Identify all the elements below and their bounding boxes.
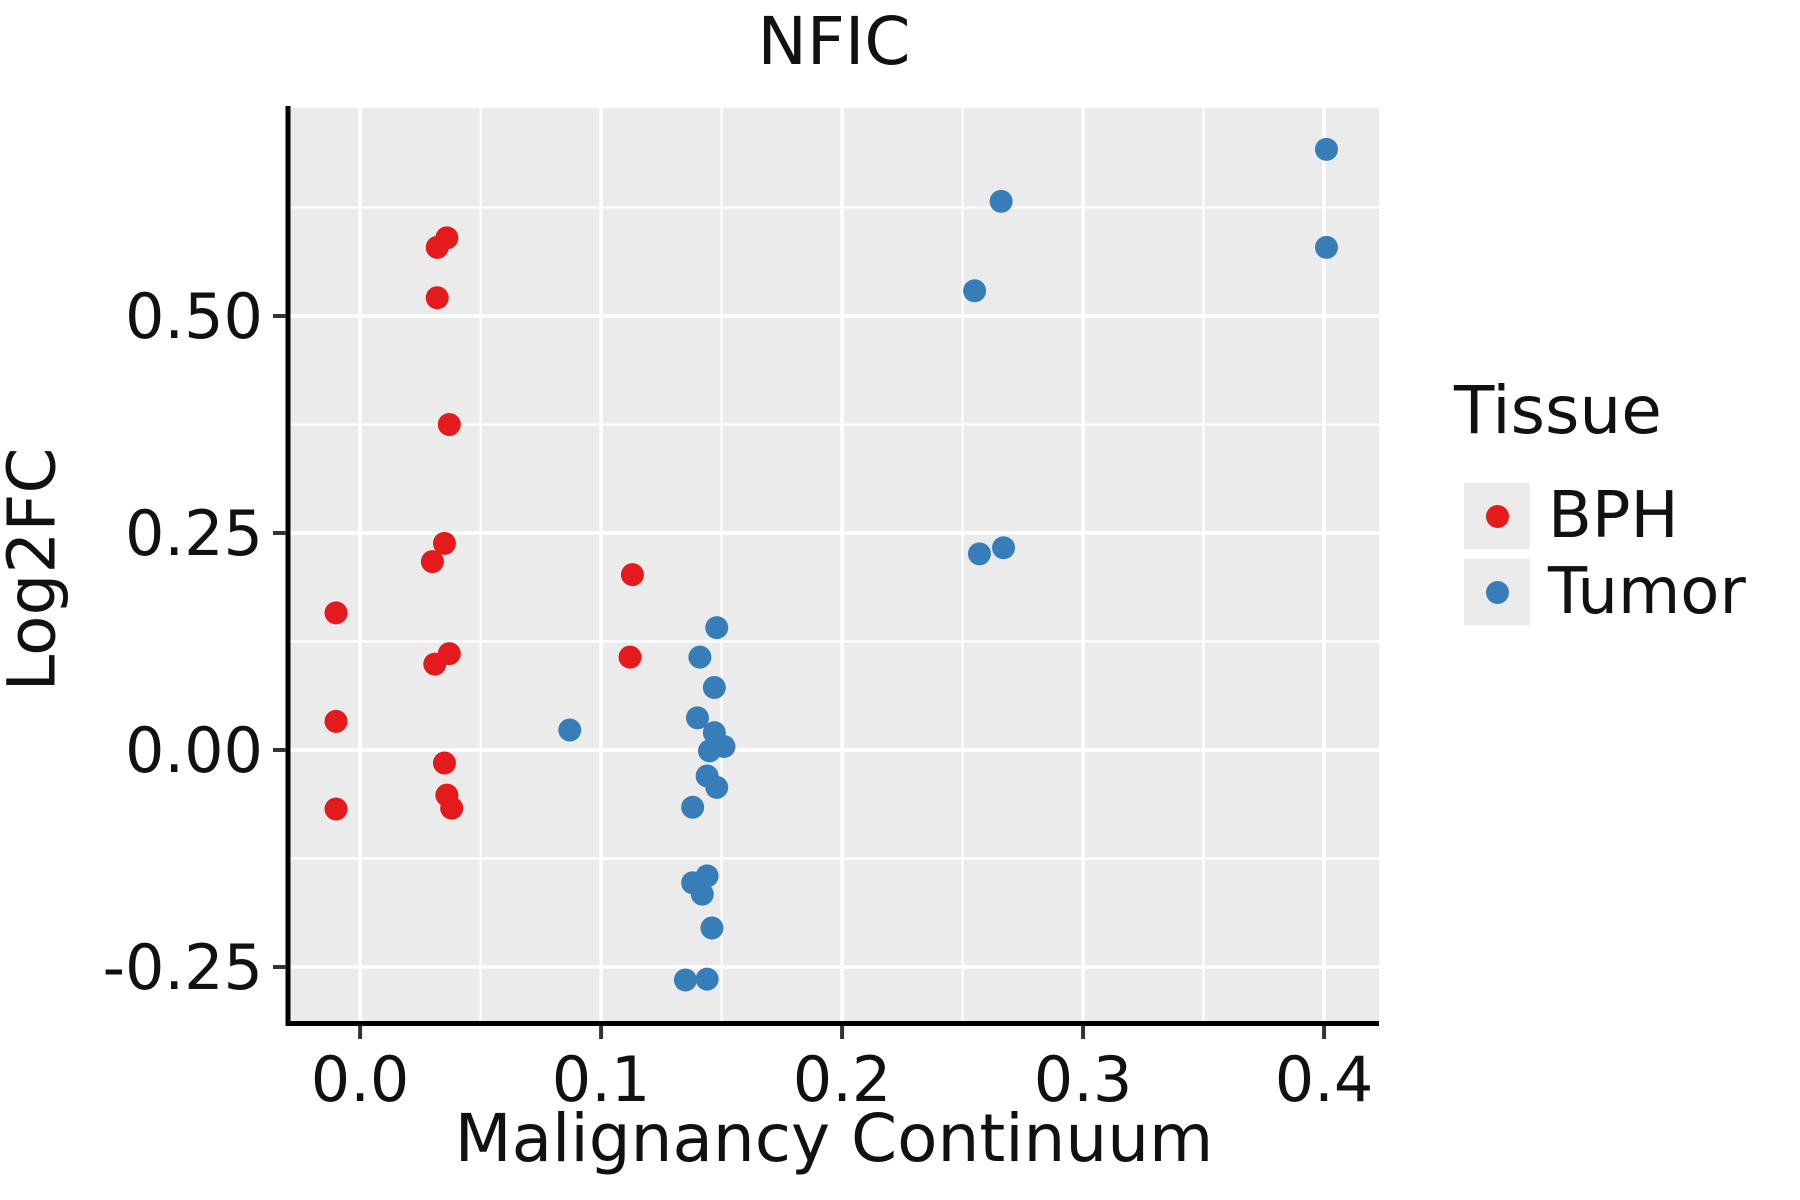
data-point-tumor — [690, 882, 714, 906]
x-tick-label: 0.2 — [793, 1043, 892, 1116]
data-point-bph — [324, 601, 348, 625]
legend-label: Tumor — [1548, 555, 1746, 629]
chart-title: NFIC — [757, 3, 911, 80]
legend-title: Tissue — [1454, 372, 1662, 449]
data-point-tumor — [673, 968, 697, 992]
data-point-tumor — [1314, 235, 1338, 259]
data-point-tumor — [698, 739, 722, 763]
legend-key — [1464, 483, 1530, 549]
data-point-tumor — [992, 536, 1016, 560]
legend: Tissue BPH Tumor — [1452, 372, 1746, 631]
x-tick-label: 0.1 — [552, 1043, 651, 1116]
data-point-bph — [437, 412, 461, 436]
data-point-tumor — [967, 542, 991, 566]
legend-item-tumor: Tumor — [1452, 555, 1746, 629]
legend-dot-tumor — [1485, 580, 1509, 604]
data-point-bph — [620, 563, 644, 587]
y-tick-label: 0.25 — [125, 497, 263, 570]
data-point-tumor — [558, 718, 582, 742]
x-tick-label: 0.0 — [311, 1043, 410, 1116]
data-point-bph — [425, 286, 449, 310]
data-point-tumor — [695, 967, 719, 991]
data-point-bph — [324, 797, 348, 821]
plot-panel — [289, 108, 1379, 1021]
x-tick-label: 0.4 — [1275, 1043, 1374, 1116]
data-point-bph — [435, 226, 459, 250]
x-axis-label: Malignancy Continuum — [454, 1100, 1214, 1177]
legend-dot-bph — [1485, 504, 1509, 528]
legend-label: BPH — [1548, 479, 1679, 553]
data-point-tumor — [1314, 137, 1338, 161]
data-point-tumor — [705, 616, 729, 640]
y-tick-label: 0.50 — [125, 280, 263, 353]
legend-item-bph: BPH — [1452, 479, 1746, 553]
y-tick-label: 0.00 — [125, 714, 263, 787]
data-point-bph — [420, 550, 444, 574]
data-point-tumor — [681, 795, 705, 819]
data-point-bph — [423, 652, 447, 676]
data-point-bph — [432, 751, 456, 775]
data-point-tumor — [705, 775, 729, 799]
data-point-tumor — [685, 706, 709, 730]
data-point-tumor — [702, 676, 726, 700]
data-point-tumor — [989, 189, 1013, 213]
data-point-bph — [432, 531, 456, 555]
data-point-tumor — [963, 279, 987, 303]
data-point-bph — [440, 796, 464, 820]
data-point-tumor — [688, 645, 712, 669]
y-axis-label: Log2FC — [0, 447, 71, 692]
legend-key — [1464, 559, 1530, 625]
x-tick-label: 0.3 — [1034, 1043, 1133, 1116]
data-point-tumor — [700, 916, 724, 940]
data-point-bph — [324, 709, 348, 733]
data-point-bph — [618, 645, 642, 669]
y-tick-label: -0.25 — [103, 931, 263, 1004]
